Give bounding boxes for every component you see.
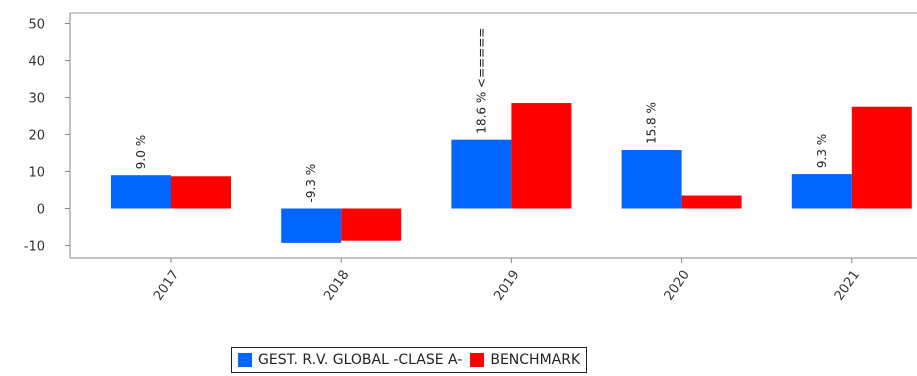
plot-frame (69, 12, 917, 259)
bars (111, 103, 912, 243)
bar-benchmark-2020 (681, 195, 742, 209)
y-tick-label: 50 (28, 18, 45, 33)
bar-fund-2019 (451, 139, 512, 209)
legend-swatch-fund (238, 353, 252, 367)
data-labels: 9.0 % -9.3 % 18.6 % <===== 15.8 % 9.3 % (134, 28, 829, 203)
y-tick-label: 40 (28, 55, 45, 70)
legend-label-fund: GEST. R.V. GLOBAL -CLASE A- (258, 352, 463, 368)
x-tick-label-2021: 2021 (832, 268, 863, 304)
legend-item-benchmark: BENCHMARK (470, 352, 580, 368)
data-label-2020: 15.8 % (645, 102, 659, 144)
legend: GEST. R.V. GLOBAL -CLASE A- BENCHMARK (231, 347, 588, 373)
y-tick-label: 20 (28, 129, 45, 144)
bar-fund-2018 (281, 208, 342, 243)
x-tick-label-2020: 2020 (662, 268, 693, 304)
bar-fund-2021 (791, 174, 852, 209)
y-axis-ticks: 50 40 30 20 10 0 -10 (24, 18, 70, 255)
legend-swatch-benchmark (470, 353, 485, 367)
data-label-2017: 9.0 % (134, 135, 148, 169)
y-tick-label: -10 (24, 240, 45, 255)
x-tick-label-2017: 2017 (151, 268, 182, 304)
bar-fund-2017 (111, 175, 171, 209)
data-label-2018: -9.3 % (304, 164, 318, 203)
data-label-2021: 9.3 % (815, 134, 829, 168)
bar-benchmark-2019 (511, 103, 572, 209)
x-tick-label-2019: 2019 (491, 268, 522, 304)
x-tick-label-2018: 2018 (321, 268, 352, 304)
y-tick-label: 30 (28, 92, 45, 107)
y-tick-label: 10 (28, 166, 45, 181)
data-label-2019: 18.6 % <===== (474, 28, 488, 134)
bar-fund-2020 (621, 150, 682, 209)
legend-label-benchmark: BENCHMARK (490, 352, 581, 368)
bar-benchmark-2018 (341, 208, 402, 241)
bar-benchmark-2017 (171, 176, 231, 209)
y-tick-label: 0 (37, 203, 45, 218)
legend-item-fund: GEST. R.V. GLOBAL -CLASE A- (238, 352, 462, 368)
x-axis-ticks: 2017 2018 2019 2020 2021 (151, 258, 863, 303)
bar-benchmark-2021 (851, 106, 912, 209)
